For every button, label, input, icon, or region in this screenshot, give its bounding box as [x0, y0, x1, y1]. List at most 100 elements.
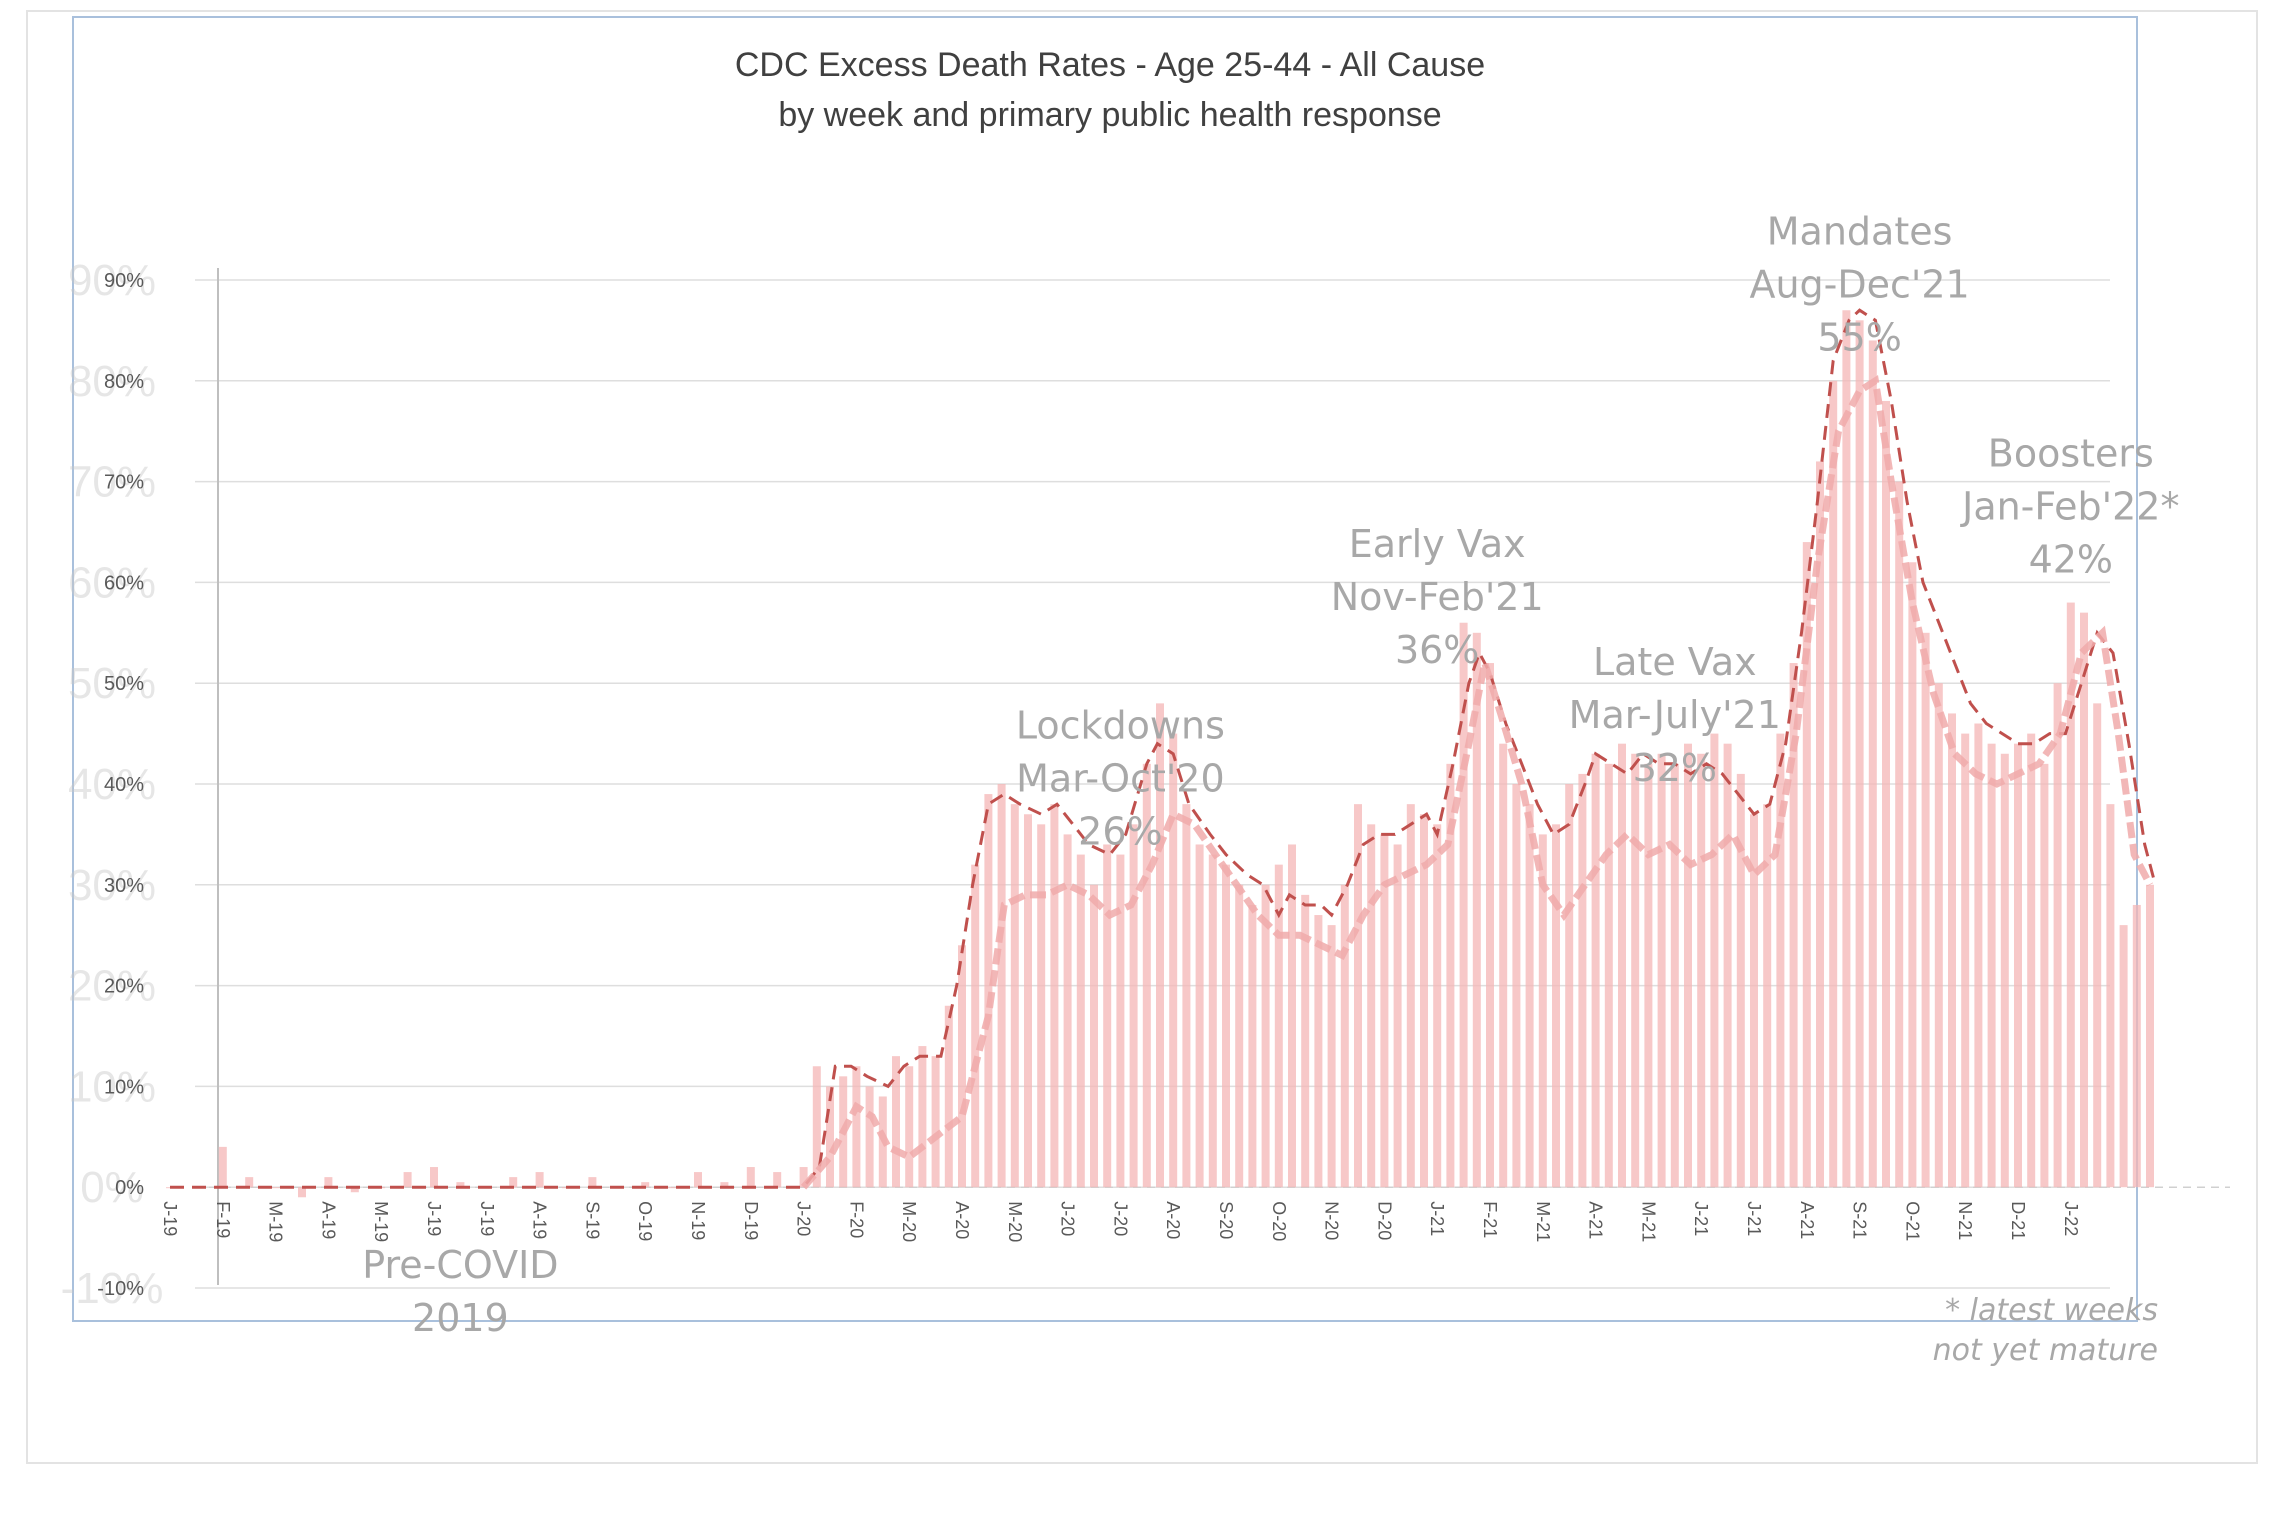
- x-tick-label: M-21: [1533, 1201, 1553, 1242]
- weekly-bar: [271, 1187, 280, 1189]
- weekly-bar: [1248, 904, 1257, 1188]
- weekly-bar: [984, 794, 993, 1188]
- annotation-label: 55%: [1817, 316, 1901, 360]
- weekly-bar: [2132, 904, 2141, 1188]
- y-tick-label-ghost: 10%: [68, 1062, 156, 1111]
- weekly-bar: [694, 1172, 702, 1188]
- weekly-bar: [245, 1177, 254, 1188]
- weekly-bar: [535, 1172, 544, 1188]
- y-tick-label: 0%: [115, 1177, 144, 1199]
- y-tick-label-ghost: 70%: [68, 458, 156, 507]
- weekly-bar: [1235, 884, 1244, 1188]
- chart-subtitle: by week and primary public health respon…: [778, 96, 1441, 134]
- weekly-bar: [1129, 824, 1138, 1188]
- x-tick-label: F-19: [213, 1201, 233, 1238]
- y-tick-label-ghost: 80%: [68, 357, 156, 406]
- weekly-bar: [324, 1177, 333, 1188]
- x-tick-label: J-22: [2061, 1201, 2081, 1236]
- x-tick-label: S-21: [1850, 1201, 1870, 1239]
- weekly-bar: [1816, 461, 1824, 1188]
- weekly-bar: [1961, 733, 1970, 1188]
- weekly-bar: [1644, 763, 1653, 1188]
- weekly-bar: [918, 1046, 927, 1188]
- annotation-label: Nov-Feb'21: [1331, 575, 1544, 619]
- annotation-label: 2019: [412, 1296, 509, 1340]
- y-axis-ticks: 90%90%80%80%70%70%60%60%50%50%40%40%30%3…: [61, 256, 164, 1313]
- weekly-bar: [1684, 743, 1692, 1188]
- x-tick-label: J-19: [160, 1201, 180, 1236]
- weekly-bar: [1512, 784, 1521, 1188]
- weekly-bar: [1182, 804, 1191, 1188]
- annotation-label: 42%: [2029, 537, 2113, 581]
- weekly-bar: [1723, 743, 1732, 1188]
- x-tick-label: D-21: [2008, 1201, 2028, 1240]
- y-tick-label: 20%: [104, 976, 144, 998]
- x-tick-label: A-19: [318, 1201, 338, 1239]
- y-tick-label: 60%: [104, 572, 144, 594]
- annotation-label: Jan-Feb'22*: [1960, 484, 2179, 528]
- x-tick-label: F-21: [1480, 1201, 1500, 1238]
- weekly-bar: [720, 1182, 729, 1188]
- chart-plot-frame: [72, 16, 2138, 1322]
- weekly-bar: [1393, 844, 1402, 1188]
- weekly-bar: [2119, 925, 2128, 1188]
- y-tick-label-ghost: 0%: [80, 1163, 144, 1212]
- weekly-bar: [1354, 804, 1362, 1188]
- annotation-label: Mar-July'21: [1569, 693, 1781, 737]
- annotation-label: Mandates: [1767, 210, 1953, 254]
- weekly-bar: [1459, 622, 1468, 1188]
- weekly-bar: [1987, 743, 1996, 1188]
- weekly-bar: [2000, 753, 2009, 1188]
- weekly-bar: [1076, 854, 1085, 1188]
- weekly-bar: [403, 1172, 412, 1188]
- trend-line-smoothed: [800, 374, 2154, 1190]
- x-tick-label: J-19: [477, 1201, 497, 1236]
- weekly-bar: [1288, 844, 1296, 1188]
- y-tick-label: 50%: [104, 673, 144, 695]
- weekly-bar: [865, 1086, 874, 1188]
- weekly-bar: [1948, 713, 1956, 1188]
- weekly-bar: [746, 1167, 755, 1188]
- weekly-bar: [1578, 773, 1587, 1188]
- y-tick-label: 70%: [104, 472, 144, 494]
- footnote-line: * latest weeks: [1945, 1293, 2158, 1328]
- annotation-label: 26%: [1078, 810, 1162, 854]
- weekly-bar: [1208, 854, 1217, 1188]
- weekly-bar: [2053, 683, 2062, 1188]
- x-tick-label: J-21: [1744, 1201, 1764, 1236]
- x-tick-label: A-21: [1586, 1201, 1606, 1239]
- weekly-bar: [1367, 824, 1376, 1188]
- annotation-label: 32%: [1633, 746, 1717, 790]
- weekly-bar: [1604, 763, 1613, 1188]
- weekly-bar: [1195, 844, 1204, 1188]
- weekly-bar: [1406, 804, 1415, 1188]
- footnote: * latest weeks not yet mature: [1933, 1293, 2158, 1368]
- x-tick-label: O-19: [635, 1201, 655, 1241]
- x-tick-label: M-20: [1005, 1201, 1025, 1242]
- weekly-bar: [1010, 804, 1019, 1188]
- x-tick-label: A-20: [1163, 1201, 1183, 1239]
- weekly-bar: [1156, 703, 1164, 1188]
- x-tick-label: M-21: [1638, 1201, 1658, 1242]
- weekly-bar: [799, 1167, 808, 1188]
- weekly-bar: [1829, 380, 1838, 1188]
- x-tick-label: J-20: [1058, 1201, 1078, 1236]
- weekly-bar: [2027, 733, 2036, 1188]
- weekly-bar: [1895, 481, 1904, 1188]
- y-tick-label-ghost: 40%: [68, 760, 156, 809]
- x-tick-label: A-21: [1797, 1201, 1817, 1239]
- weekly-bar: [892, 1056, 900, 1188]
- weekly-bar: [456, 1182, 465, 1188]
- weekly-bar: [588, 1177, 597, 1188]
- weekly-bar: [812, 1066, 821, 1188]
- weekly-bar: [2080, 612, 2088, 1188]
- y-tick-label-ghost: 90%: [68, 256, 156, 305]
- weekly-bar: [931, 1056, 940, 1188]
- weekly-bar: [2066, 602, 2075, 1188]
- weekly-bar: [1420, 814, 1428, 1188]
- x-tick-label: N-19: [688, 1201, 708, 1240]
- weekly-bars: [166, 310, 2154, 1198]
- weekly-bar: [2014, 743, 2022, 1188]
- x-tick-label: M-19: [371, 1201, 391, 1242]
- weekly-bar: [350, 1187, 359, 1193]
